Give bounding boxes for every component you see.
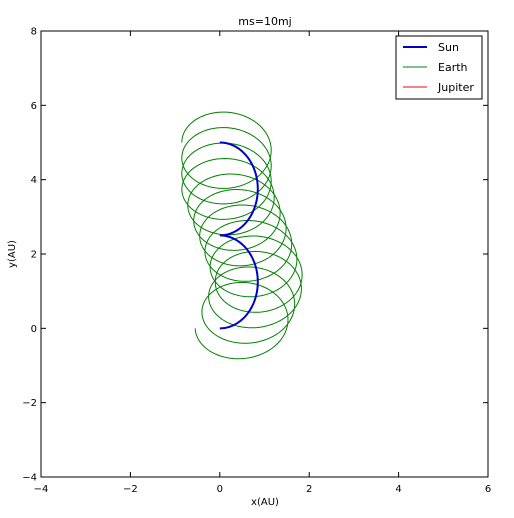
ticks-layer: −4 −2 0 2 4 6 −4 −2 0 2 4 6 8 xyxy=(22,27,491,496)
x-tick-label: −2 xyxy=(123,484,138,495)
legend-label-sun: Sun xyxy=(438,41,459,54)
x-tick-label: 4 xyxy=(395,484,401,495)
legend-label-jupiter: Jupiter xyxy=(437,81,474,94)
x-axis-title: x(AU) xyxy=(251,497,279,508)
chart-title: ms=10mj xyxy=(238,15,291,28)
legend-label-earth: Earth xyxy=(438,61,468,74)
sun-orbit xyxy=(219,141,259,330)
y-tick-label: 4 xyxy=(31,175,37,186)
x-tick-label: 0 xyxy=(217,484,223,495)
x-tick-label: 6 xyxy=(485,484,491,495)
x-tick-label: −4 xyxy=(34,484,49,495)
y-tick-label: −4 xyxy=(22,473,37,484)
series-layer xyxy=(181,111,303,360)
legend: Sun Earth Jupiter xyxy=(395,35,483,100)
x-tick-label: 2 xyxy=(306,484,312,495)
y-tick-label: 6 xyxy=(31,101,37,112)
y-axis-title: y(AU) xyxy=(7,240,18,268)
earth-orbit xyxy=(181,111,303,360)
y-tick-label: 0 xyxy=(31,324,37,335)
y-tick-label: −2 xyxy=(22,398,37,409)
y-tick-label: 8 xyxy=(31,27,37,38)
y-tick-label: 2 xyxy=(31,250,37,261)
